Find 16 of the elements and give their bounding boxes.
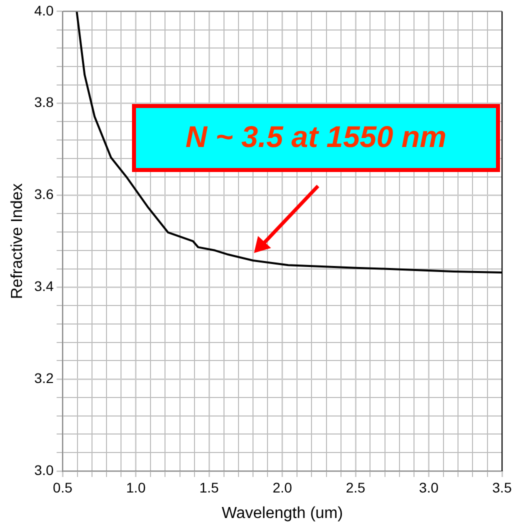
y-tick-label: 3.4 — [34, 278, 54, 294]
y-axis-title: Refractive Index — [9, 183, 26, 300]
callout-box: N ~ 3.5 at 1550 nm — [132, 104, 500, 172]
x-tick-label: 3.0 — [419, 479, 439, 496]
y-tick-label: 3.6 — [34, 186, 54, 202]
x-tick-label: 1.0 — [126, 479, 146, 496]
x-tick-label: 1.5 — [199, 479, 220, 496]
y-tick-label: 3.0 — [34, 462, 54, 478]
x-tick-label: 3.5 — [492, 479, 512, 496]
x-tick-label: 0.5 — [52, 479, 73, 496]
x-tick-label: 2.0 — [272, 479, 292, 496]
y-tick-label: 4.0 — [34, 2, 54, 18]
y-tick-label: 3.2 — [34, 370, 54, 386]
y-tick-label: 3.8 — [34, 94, 54, 110]
x-tick-label: 2.5 — [346, 479, 366, 496]
x-axis-title: Wavelength (um) — [222, 504, 343, 522]
